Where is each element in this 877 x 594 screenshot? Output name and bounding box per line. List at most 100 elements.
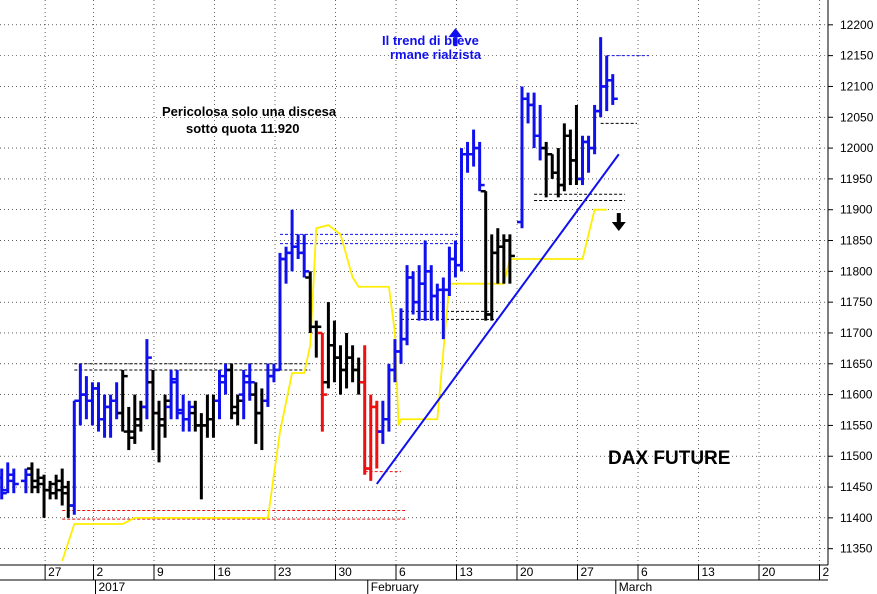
x-tick-label: 9 xyxy=(157,565,164,579)
x-tick-label: 27 xyxy=(581,565,595,579)
ohlc-bar xyxy=(414,265,425,321)
y-tick-label: 12100 xyxy=(840,79,874,93)
ohlc-bar xyxy=(238,369,249,420)
ohlc-bar xyxy=(535,104,546,161)
ohlc-bar xyxy=(268,363,279,383)
x-tick-label: 30 xyxy=(339,565,353,579)
ohlc-bar xyxy=(420,240,431,321)
ohlc-bar xyxy=(601,55,612,112)
ohlc-bar xyxy=(220,363,231,395)
ohlc-bar xyxy=(486,234,497,321)
ohlc-bar xyxy=(583,135,594,173)
ohlc-bar xyxy=(0,468,7,500)
y-tick-label: 12000 xyxy=(840,141,874,155)
ohlc-bar xyxy=(178,394,189,432)
ohlc-bar xyxy=(135,400,146,432)
chart-title: DAX FUTURE xyxy=(608,448,730,469)
ohlc-bar xyxy=(129,394,140,444)
ohlc-bar xyxy=(63,480,74,518)
ohlc-bar xyxy=(329,320,340,383)
ohlc-bar xyxy=(559,123,570,192)
arrow-shaft xyxy=(616,213,621,223)
ohlc-bar xyxy=(480,189,491,321)
annotation-text: Il trend di breve xyxy=(382,33,479,48)
x-tick-label: 16 xyxy=(218,565,232,579)
ohlc-bar xyxy=(359,345,370,475)
ohlc-bar xyxy=(396,308,406,364)
ohlc-bar xyxy=(160,394,171,438)
ohlc-bar xyxy=(226,363,237,420)
trend-line xyxy=(375,153,620,485)
ohlc-bar xyxy=(317,331,328,432)
ohlc-bar xyxy=(474,141,485,192)
month-label: February xyxy=(371,580,419,594)
x-tick-label: 2 xyxy=(823,565,830,579)
y-tick-label: 11400 xyxy=(840,511,873,525)
month-label: March xyxy=(619,580,652,594)
x-tick-label: 2 xyxy=(97,565,104,579)
ohlc-bar xyxy=(383,363,394,432)
ohlc-bar xyxy=(371,400,382,469)
ohlc-bar xyxy=(190,400,201,432)
annotation-text: rmane rialzista xyxy=(390,47,482,62)
y-tick-label: 11850 xyxy=(840,234,873,248)
y-tick-label: 12200 xyxy=(840,18,874,32)
y-tick-label: 11500 xyxy=(840,449,873,463)
annotation-text: sotto quota 11.920 xyxy=(186,121,299,136)
ohlc-bar xyxy=(275,252,285,372)
ohlc-bar xyxy=(450,240,461,278)
x-tick-label: 23 xyxy=(278,565,292,579)
y-tick-label: 11700 xyxy=(840,326,873,340)
y-tick-label: 11600 xyxy=(840,388,873,402)
ohlc-bar xyxy=(154,400,164,463)
ohlc-bar xyxy=(311,320,322,358)
ohlc-bar xyxy=(99,394,110,438)
support-line-layer xyxy=(61,208,607,562)
ohlc-bar xyxy=(147,369,158,451)
y-tick-label: 11350 xyxy=(840,542,873,556)
ohlc-bar xyxy=(45,480,56,500)
ohlc-bar xyxy=(293,234,304,260)
ohlc-bar xyxy=(26,462,37,494)
x-tick-label: 13 xyxy=(702,565,716,579)
ohlc-bar xyxy=(353,357,364,395)
price-bars xyxy=(0,37,618,518)
ohlc-bar xyxy=(547,152,558,179)
y-tick-label: 11800 xyxy=(840,264,873,278)
x-tick-label: 20 xyxy=(762,565,776,579)
support-line xyxy=(61,208,607,562)
y-tick-label: 11900 xyxy=(840,203,873,217)
trend-lines xyxy=(375,153,620,485)
ohlc-bar xyxy=(408,271,419,315)
ohlc-bar xyxy=(492,228,503,284)
y-tick-label: 11450 xyxy=(840,480,873,494)
up-arrow xyxy=(448,28,463,47)
ohlc-bar xyxy=(123,406,134,451)
y-tick-label: 11650 xyxy=(840,357,873,371)
ohlc-bar xyxy=(571,104,582,186)
ohlc-bar xyxy=(244,363,255,401)
ohlc-bar xyxy=(39,474,50,518)
ohlc-bar xyxy=(523,92,534,124)
ohlc-bar xyxy=(517,86,527,229)
ohlc-bar xyxy=(607,74,618,105)
ohlc-bar xyxy=(389,339,400,383)
x-tick-label: 6 xyxy=(641,565,648,579)
ohlc-bar xyxy=(184,400,195,432)
ohlc-bar xyxy=(202,394,213,438)
y-tick-label: 12150 xyxy=(840,49,874,63)
x-tick-label: 6 xyxy=(399,565,406,579)
horizontal-levels xyxy=(62,55,650,520)
month-label: 2017 xyxy=(99,580,126,594)
arrow-head xyxy=(611,222,626,232)
ohlc-bar xyxy=(553,148,564,198)
y-tick-label: 11950 xyxy=(840,172,873,186)
ohlc-bar xyxy=(504,234,515,284)
ohlc-bar xyxy=(565,129,576,186)
ohlc-bar xyxy=(529,92,540,149)
ohlc-bar xyxy=(462,141,473,173)
y-tick-label: 12050 xyxy=(840,110,874,124)
ohlc-bar xyxy=(232,394,243,426)
